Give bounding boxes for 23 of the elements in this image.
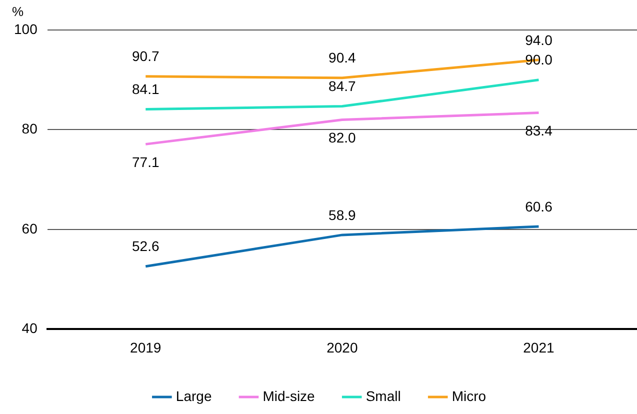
data-label: 84.7 — [328, 78, 356, 94]
legend-label: Mid-size — [262, 388, 316, 404]
x-tick-label: 2021 — [523, 339, 555, 356]
y-axis-title: % — [12, 4, 24, 20]
legend-label: Small — [366, 388, 401, 404]
legend-label: Large — [176, 388, 212, 404]
data-label: 84.1 — [132, 81, 160, 98]
data-label: 52.6 — [132, 238, 160, 254]
data-label: 90.4 — [328, 50, 356, 66]
data-label: 58.9 — [328, 206, 356, 223]
y-tick-label: 80 — [22, 120, 38, 137]
x-tick-label: 2019 — [130, 339, 162, 356]
data-label: 90.7 — [132, 48, 160, 64]
data-label: 82.0 — [328, 130, 356, 146]
x-tick-label: 2020 — [326, 339, 358, 356]
y-tick-label: 60 — [22, 220, 38, 236]
data-label: 60.6 — [525, 198, 553, 214]
legend-label: Micro — [452, 388, 486, 404]
y-tick-label: 100 — [14, 20, 38, 37]
y-tick-label: 40 — [22, 320, 38, 336]
data-label: 77.1 — [132, 154, 160, 170]
data-label: 94.0 — [525, 32, 553, 48]
data-label: 90.0 — [525, 52, 553, 68]
